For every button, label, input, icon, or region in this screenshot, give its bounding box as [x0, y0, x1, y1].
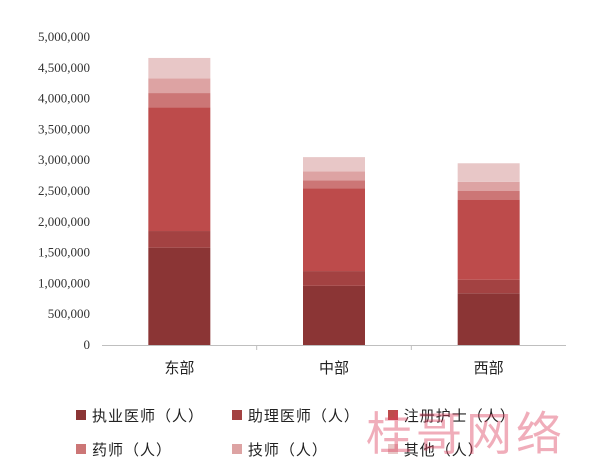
legend-item-pharmacist: 药师（人）	[76, 439, 232, 460]
bar-segment	[303, 171, 365, 181]
bar-segment	[457, 279, 520, 294]
legend-item-assistant-physician: 助理医师（人）	[231, 405, 388, 426]
legend-swatch	[387, 444, 398, 454]
bar-segment	[303, 180, 365, 189]
legend-swatch	[387, 410, 398, 420]
legend-item-registered-nurse: 注册护士（人）	[387, 405, 516, 426]
bar-segment	[457, 163, 520, 182]
y-tick-label: 2,000,000	[38, 214, 90, 229]
y-tick-label: 3,500,000	[38, 121, 90, 136]
bar-segment	[148, 57, 211, 79]
x-category-label: 中部	[319, 359, 349, 377]
y-tick-label: 0	[84, 337, 91, 352]
bar-segment	[303, 271, 365, 286]
legend-row-1: 执业医师（人） 助理医师（人） 注册护士（人）	[76, 398, 516, 432]
bar-segment	[303, 157, 365, 172]
legend-label: 注册护士（人）	[403, 406, 516, 425]
y-tick-label: 2,500,000	[38, 183, 90, 198]
legend-label: 执业医师（人）	[92, 406, 205, 425]
x-category-label: 西部	[474, 359, 504, 377]
legend-swatch	[231, 410, 242, 420]
legend-item-technician: 技师（人）	[231, 439, 388, 460]
legend-label: 助理医师（人）	[247, 406, 360, 425]
bar-segment	[148, 93, 211, 108]
y-tick-label: 3,000,000	[38, 152, 90, 167]
chart-plot: 0 500,000 1,000,000 1,500,000 2,000,000 2,500…	[38, 29, 566, 377]
bar-segment	[148, 107, 211, 232]
y-tick-label: 4,000,000	[38, 91, 90, 106]
legend-label: 技师（人）	[247, 440, 328, 459]
legend-label: 其他（人）	[403, 440, 484, 459]
bar-segment	[457, 293, 520, 345]
bar-segment	[457, 199, 520, 280]
bar-segment	[303, 285, 365, 345]
legend: 执业医师（人） 助理医师（人） 注册护士（人） 药师（人） 技师（人） 其他（人…	[76, 398, 516, 466]
y-tick-label: 4,500,000	[38, 60, 90, 75]
legend-swatch	[76, 444, 86, 454]
legend-item-practicing-physician: 执业医师（人）	[76, 405, 232, 426]
bar-segment	[457, 181, 520, 191]
y-tick-label: 500,000	[48, 306, 90, 321]
y-tick-label: 1,500,000	[38, 245, 90, 260]
y-tick-label: 1,000,000	[38, 275, 90, 290]
legend-swatch	[76, 410, 86, 420]
watermark: 桂哥网络	[366, 407, 566, 461]
legend-label: 药师（人）	[92, 440, 173, 459]
y-tick-label: 5,000,000	[38, 29, 90, 44]
legend-swatch	[231, 444, 242, 454]
bar-segment	[148, 231, 211, 248]
legend-item-other: 其他（人）	[387, 439, 516, 460]
bar-segment	[457, 191, 520, 200]
x-category-label: 东部	[164, 359, 194, 377]
bar-segment	[148, 247, 211, 345]
bar-segment	[148, 78, 211, 94]
bar-segment	[303, 188, 365, 272]
legend-row-2: 药师（人） 技师（人） 其他（人）	[76, 432, 516, 466]
